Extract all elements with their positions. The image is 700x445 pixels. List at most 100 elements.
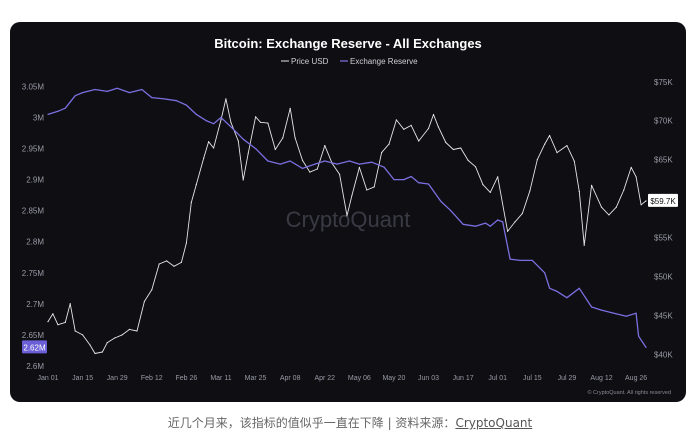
chart-title: Bitcoin: Exchange Reserve - All Exchange… [214,36,482,51]
reserve-data-point [519,259,521,261]
right-axis-tick-label: $45K [654,311,673,320]
reserve-data-point [175,100,178,102]
price-data-point [64,321,66,323]
reserve-data-point [94,88,96,91]
price-data-point [536,159,538,161]
reserve-data-point [544,272,546,274]
reserve-data-point [82,92,84,94]
reserve-current-badge [22,340,47,354]
price-data-point [195,184,197,186]
x-axis-tick-label: Jun 17 [453,375,474,382]
price-data-point [573,160,575,162]
left-axis-tick-label: 2.8M [26,238,44,247]
price-data-point [566,145,568,147]
price-data-point [267,122,269,124]
price-data-point [242,179,244,181]
price-data-point [114,337,116,339]
price-data-point [166,260,168,262]
price-data-point [358,166,360,168]
reserve-data-point [314,163,316,165]
reserve-data-point [151,97,153,99]
price-data-point [143,300,145,302]
reserve-data-point [324,160,326,162]
price-data-point [467,159,469,161]
price-data-point [427,127,430,130]
price-data-point [230,121,232,123]
price-data-point [309,171,311,173]
left-axis-tick-label: 2.75M [22,269,45,278]
reserve-data-point [497,219,499,221]
left-axis-tick-label: 2.6M [26,362,44,371]
reserve-data-point [638,335,640,337]
reserve-data-point [450,210,452,212]
price-data-point [578,191,580,193]
price-data-point [259,121,262,123]
price-data-point [381,152,383,154]
reserve-data-point [410,175,412,178]
x-axis-tick-label: Mar 25 [245,375,267,382]
reserve-data-point [440,200,442,202]
x-axis-tick-label: Jul 29 [558,375,577,382]
right-axis-tick-label: $55K [654,234,673,243]
right-axis-tick-label: $40K [654,350,673,359]
reserve-data-point [163,98,165,100]
right-axis-tick-label: $65K [654,156,673,165]
price-data-point [185,242,187,244]
caption: 近几个月来，该指标的值似乎一直在下降 | 资料来源：CryptoQuant [0,414,700,431]
caption-source-link[interactable]: CryptoQuant [455,416,533,430]
right-axis-tick-label: $75K [654,78,673,87]
x-axis-tick-label: May 20 [382,375,405,382]
price-data-point [190,201,192,204]
reserve-data-point [645,346,647,348]
reserve-data-point [106,90,108,92]
reserve-data-point [549,287,551,289]
left-axis-tick-label: 2.7M [26,300,44,309]
x-axis-tick-label: May 06 [348,375,371,382]
price-data-point [106,342,108,344]
left-axis-tick-label: 2.65M [22,331,45,340]
reserve-data-point [220,116,222,119]
price-data-point [630,166,632,168]
reserve-data-point [418,182,420,184]
reserve-data-point [509,258,511,260]
x-axis-tick-label: Jan 01 [37,375,58,382]
price-data-point [600,206,603,208]
reserve-series-line [47,87,647,348]
reserve-data-point [600,309,603,311]
copyright-text: © CryptoQuant. All rights reserved [587,389,671,396]
x-axis-tick-label: Feb 26 [175,375,197,382]
x-axis-tick-label: Jul 01 [488,375,507,382]
x-axis-tick-label: Aug 12 [590,375,612,382]
reserve-data-point [74,95,76,97]
price-current-value: $59.7K [650,197,676,206]
price-data-point [225,98,227,100]
left-axis-tick-label: 3.05M [22,82,45,91]
reserve-data-point [566,297,568,299]
price-data-point [136,330,138,332]
reserve-data-point [336,163,338,165]
reserve-data-point [255,148,257,150]
price-data-point [395,119,397,121]
price-data-point [52,313,54,315]
reserve-data-point [489,225,491,227]
reserve-data-point [591,306,593,308]
legend-price-label: Price USD [291,57,329,66]
price-data-point [373,186,375,188]
price-data-point [445,141,447,144]
price-data-point [158,263,160,265]
price-data-point [521,212,523,214]
x-axis-tick-label: Aug 26 [625,375,647,382]
reserve-data-point [242,138,244,140]
reserve-data-point [613,312,615,314]
price-data-point [460,147,462,149]
reserve-data-point [230,126,232,128]
x-axis-tick-label: Feb 12 [141,375,163,382]
price-data-point [203,157,205,159]
reserve-data-point [213,123,215,125]
reserve-data-point [128,92,131,94]
reserve-data-point [502,221,504,223]
price-data-point [213,147,215,149]
price-data-point [173,265,175,267]
price-data-point [89,344,91,346]
x-axis-tick-label: Mar 11 [210,375,231,382]
